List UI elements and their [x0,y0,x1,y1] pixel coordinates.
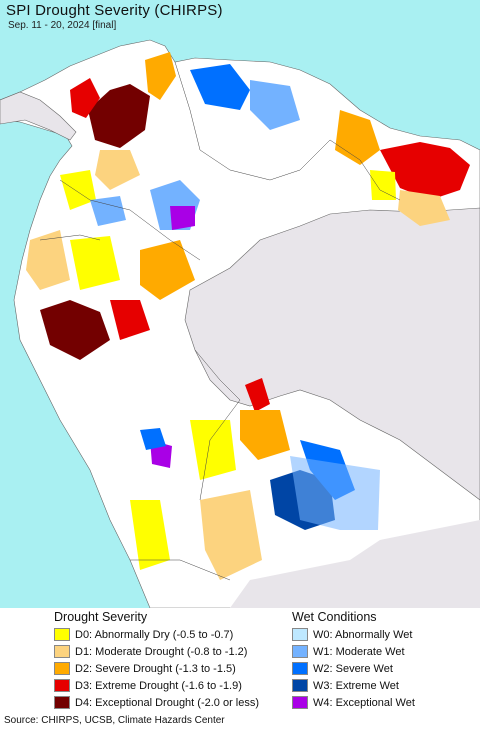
d0-chile [130,500,170,570]
swatch-d2 [54,662,70,675]
swatch-w3 [292,679,308,692]
map-subtitle: Sep. 11 - 20, 2024 [final] [8,20,117,31]
legend-label-w4: W4: Exceptional Wet [313,696,415,709]
brazil-uncovered [184,207,480,501]
d2-guianas [335,110,380,165]
legend-label-w2: W2: Severe Wet [313,662,393,675]
legend-label-w1: W1: Moderate Wet [313,645,405,658]
d0-bolivia [190,420,236,480]
d1-bolivia-south [200,490,262,580]
legend-item-d2: D2: Severe Drought (-1.3 to -1.5) [54,660,259,677]
w2-venezuela [190,64,250,110]
swatch-w1 [292,645,308,658]
legend-item-d0: D0: Abnormally Dry (-0.5 to -0.7) [54,626,259,643]
w1-ecuador [90,196,126,226]
legend-item-d3: D3: Extreme Drought (-1.6 to -1.9) [54,677,259,694]
d4-peru [40,300,110,360]
swatch-d3 [54,679,70,692]
swatch-d1 [54,645,70,658]
outside-region [230,520,480,608]
d2-colombia [145,52,176,100]
d0-colombia [60,170,96,210]
swatch-w4 [292,696,308,709]
swatch-d0 [54,628,70,641]
d0-peru [70,236,120,290]
d3-colombia [70,78,100,118]
d3-guianas [380,142,470,200]
legend-item-d4: D4: Exceptional Drought (-2.0 or less) [54,694,259,711]
d1-guianas [398,190,450,226]
legend-label-d2: D2: Severe Drought (-1.3 to -1.5) [75,662,236,675]
legend-label-d1: D1: Moderate Drought (-0.8 to -1.2) [75,645,248,658]
drought-map [0,0,480,608]
legend-item-w0: W0: Abnormally Wet [292,626,415,643]
legend-item-w1: W1: Moderate Wet [292,643,415,660]
legend-label-d3: D3: Extreme Drought (-1.6 to -1.9) [75,679,242,692]
d3-peru [110,300,150,340]
central-america [0,91,77,141]
legend-label-w3: W3: Extreme Wet [313,679,399,692]
d4-colombia [88,84,150,148]
drought-legend-heading: Drought Severity [54,610,148,624]
d1-peru [26,230,70,290]
d1-colombia [95,150,140,190]
d2-peru [140,240,195,300]
w1-bolivia [290,456,380,530]
legend-item-w3: W3: Extreme Wet [292,677,415,694]
legend-item-d1: D1: Moderate Drought (-0.8 to -1.2) [54,643,259,660]
legend-label-d4: D4: Exceptional Drought (-2.0 or less) [75,696,260,709]
d2-bolivia [240,410,290,460]
wet-legend: Wet Conditions W0: Abnormally Wet W1: Mo… [292,610,415,711]
swatch-d4 [54,696,70,709]
swatch-w2 [292,662,308,675]
legend-item-w4: W4: Exceptional Wet [292,694,415,711]
drought-legend: Drought Severity D0: Abnormally Dry (-0.… [54,610,259,711]
legend-label-d0: D0: Abnormally Dry (-0.5 to -0.7) [75,628,234,641]
swatch-w0 [292,628,308,641]
d3-bolivia-north [245,378,270,412]
map-title: SPI Drought Severity (CHIRPS) [6,2,223,19]
source-credit: Source: CHIRPS, UCSB, Climate Hazards Ce… [4,715,225,726]
country-borders [39,61,401,581]
w2-peru-south [140,428,166,450]
wet-legend-heading: Wet Conditions [292,610,377,624]
legend: Drought Severity D0: Abnormally Dry (-0.… [0,610,480,710]
legend-item-w2: W2: Severe Wet [292,660,415,677]
d0-guianas [370,170,396,200]
w4-colombia [170,206,195,230]
w1-venezuela [250,80,300,130]
legend-label-w0: W0: Abnormally Wet [313,628,413,641]
